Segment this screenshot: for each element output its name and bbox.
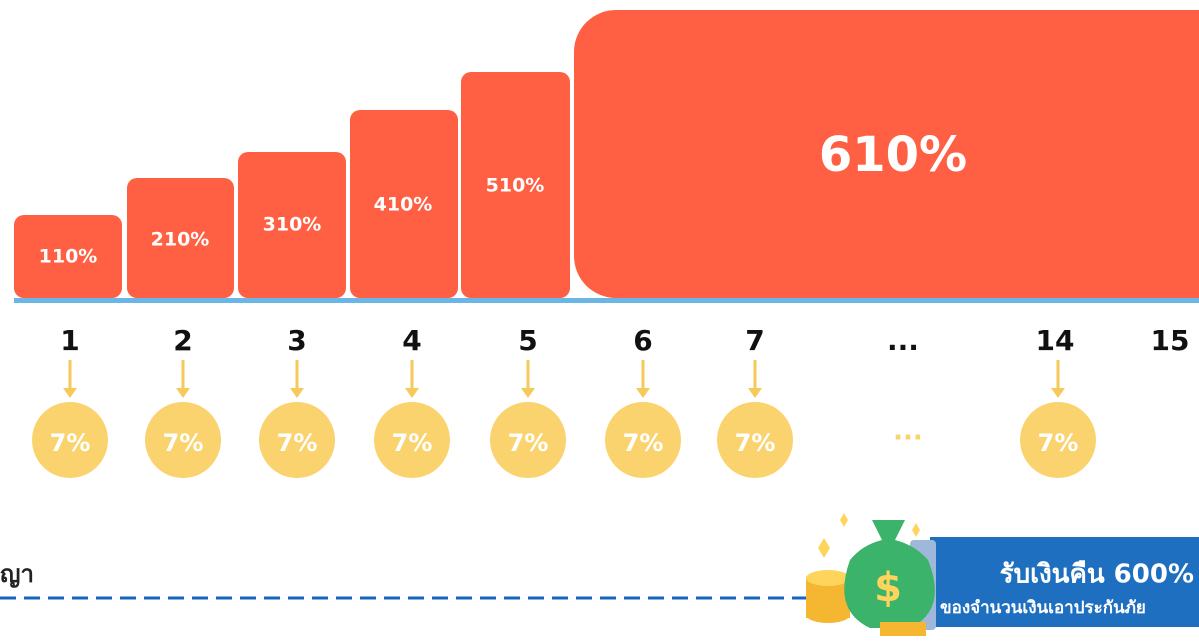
step-label: 510% bbox=[486, 175, 545, 197]
coupon-label: 7% bbox=[508, 429, 549, 457]
year-label: 4 bbox=[402, 324, 421, 357]
year-label: 3 bbox=[287, 324, 306, 357]
baseline bbox=[14, 298, 1199, 303]
arrow-head bbox=[405, 388, 419, 398]
year-label: 2 bbox=[173, 324, 192, 357]
year-label: 14 bbox=[1036, 324, 1075, 357]
step-label: 110% bbox=[39, 246, 98, 268]
step-label: 310% bbox=[263, 214, 322, 236]
year-label: 7 bbox=[745, 324, 764, 357]
contract-label: ญา bbox=[0, 560, 34, 588]
arrow-head bbox=[521, 388, 535, 398]
year-label: 15 bbox=[1151, 324, 1190, 357]
year-label: 5 bbox=[518, 324, 537, 357]
year-label: ... bbox=[887, 324, 919, 357]
coupon-label: 7% bbox=[392, 429, 433, 457]
arrow-head bbox=[748, 388, 762, 398]
infographic: 110% 210% 310% 410% 510% 610% 1 2 3 4 5 6 7...… bbox=[0, 0, 1199, 641]
arrow-head bbox=[176, 388, 190, 398]
step-label: 610% bbox=[819, 127, 967, 183]
money-bag-icon: $ bbox=[806, 513, 936, 636]
payout-subtitle: ของจำนวนเงินเอาประกันภัย bbox=[940, 598, 1146, 618]
coupon-label: 7% bbox=[623, 429, 664, 457]
bars bbox=[14, 10, 1199, 298]
arrow-head bbox=[290, 388, 304, 398]
year-label: 1 bbox=[60, 324, 79, 357]
arrow-head bbox=[63, 388, 77, 398]
coupon-label: 7% bbox=[1038, 429, 1079, 457]
payout-title: รับเงินคืน 600% bbox=[1000, 560, 1194, 590]
step-label: 210% bbox=[151, 229, 210, 251]
step-label: 410% bbox=[374, 194, 433, 216]
arrow-head bbox=[1051, 388, 1065, 398]
svg-text:$: $ bbox=[874, 565, 902, 611]
coupon-label: 7% bbox=[277, 429, 318, 457]
arrow-head bbox=[636, 388, 650, 398]
coupon-label: 7% bbox=[163, 429, 204, 457]
coupon-label: 7% bbox=[50, 429, 91, 457]
coupon-label: 7% bbox=[735, 429, 776, 457]
year-label: 6 bbox=[633, 324, 652, 357]
coupon-ellipsis: ... bbox=[893, 417, 923, 447]
